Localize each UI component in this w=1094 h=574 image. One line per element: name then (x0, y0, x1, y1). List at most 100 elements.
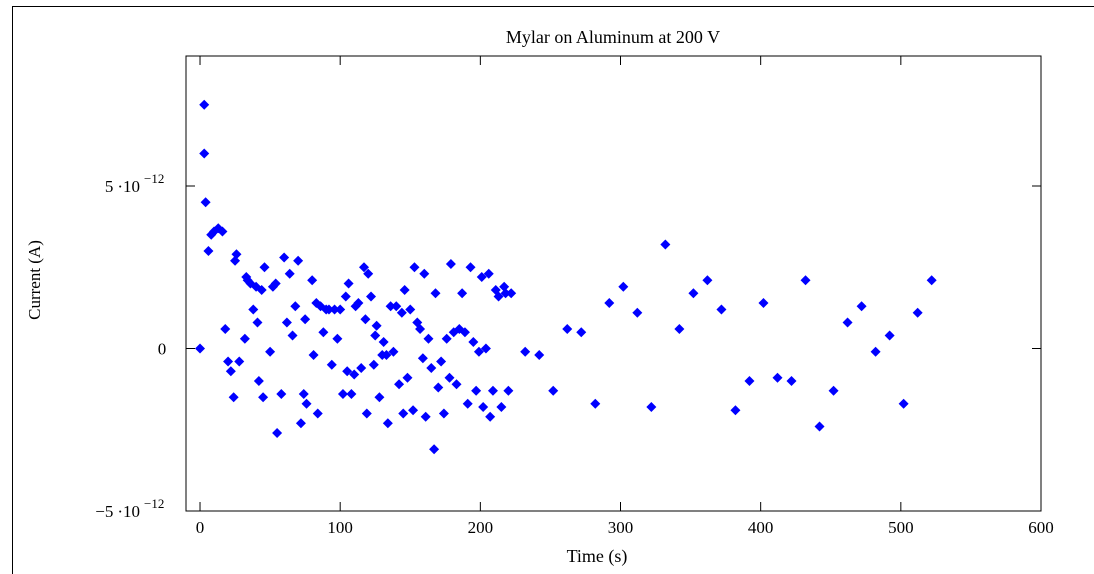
data-point (433, 382, 444, 393)
data-point (312, 408, 323, 419)
data-point (199, 148, 210, 159)
data-point (300, 314, 311, 325)
data-point (632, 307, 643, 318)
data-point (396, 307, 407, 318)
y-axis-label: Current (A) (25, 240, 44, 320)
data-point (329, 304, 340, 315)
data-point (465, 262, 476, 273)
x-tick-labels: 0 100 200 300 400 500 600 (196, 518, 1054, 537)
data-point (534, 350, 545, 360)
data-point (360, 314, 371, 325)
data-point (476, 272, 487, 282)
data-point (276, 389, 287, 399)
data-point (445, 259, 456, 269)
data-point (548, 385, 559, 396)
data-point (441, 333, 452, 344)
data-point (256, 285, 267, 295)
x-tick-label: 300 (608, 518, 634, 537)
x-tick-label: 500 (888, 518, 914, 537)
data-point (340, 291, 351, 302)
data-point (298, 389, 309, 399)
data-point (884, 330, 895, 341)
data-point (828, 385, 839, 396)
data-point (203, 246, 214, 256)
data-point (284, 268, 295, 279)
data-point (500, 288, 511, 299)
data-point (279, 252, 290, 263)
data-point (814, 421, 825, 432)
x-tick-label: 400 (748, 518, 774, 537)
y-tick-labels: 5·10 −120−5·10 −12 (95, 171, 166, 521)
data-point (332, 333, 343, 344)
data-point (342, 366, 353, 377)
y-tick-base: 10 (123, 177, 140, 196)
data-point (270, 278, 281, 289)
data-point (562, 324, 573, 334)
data-point (326, 359, 337, 370)
chart-title: Mylar on Aluminum at 200 V (506, 27, 720, 47)
y-tick-label: −5·10 (95, 502, 140, 521)
data-point (378, 337, 389, 347)
data-point (223, 356, 234, 367)
data-point (391, 301, 402, 312)
data-point (487, 385, 498, 396)
data-point (231, 249, 242, 260)
data-point (493, 291, 504, 302)
data-point (402, 372, 413, 383)
data-point (399, 285, 410, 295)
data-point (520, 346, 531, 357)
data-point (293, 255, 304, 266)
data-point (405, 304, 416, 315)
data-point (281, 317, 292, 328)
x-tick-label: 0 (196, 518, 205, 537)
data-point (618, 281, 629, 292)
data-point (716, 304, 727, 315)
data-point (457, 288, 468, 299)
data-point (674, 324, 685, 334)
data-point (239, 333, 250, 344)
data-point (361, 408, 372, 419)
data-point (429, 444, 440, 455)
data-point (438, 408, 449, 419)
data-point (353, 298, 364, 308)
data-point (388, 346, 399, 357)
data-point (195, 343, 206, 354)
data-point (337, 389, 348, 399)
data-point (323, 304, 334, 315)
data-point (426, 363, 437, 373)
data-point (800, 275, 811, 286)
x-axis-label: Time (s) (567, 546, 628, 567)
data-point (646, 402, 657, 412)
data-point (423, 333, 434, 344)
x-tick-label: 200 (468, 518, 494, 537)
data-point (253, 376, 264, 386)
data-point (459, 327, 470, 338)
x-tick-label: 100 (327, 518, 353, 537)
data-point (786, 376, 797, 386)
data-point (415, 324, 426, 334)
data-point (926, 275, 937, 286)
data-point (856, 301, 867, 312)
y-tick-base: 10 (123, 502, 140, 521)
data-point (265, 346, 276, 357)
data-point (702, 275, 713, 286)
data-point (471, 385, 482, 396)
data-point (468, 337, 479, 347)
data-point (462, 398, 473, 409)
data-point (480, 343, 491, 354)
data-point (409, 262, 420, 273)
data-point (478, 402, 489, 412)
data-point (234, 356, 245, 367)
data-point (220, 324, 231, 334)
y-tick-dot: · (117, 502, 123, 521)
data-point (473, 346, 484, 357)
data-point (259, 262, 270, 273)
data-point (381, 350, 392, 360)
data-point (343, 278, 354, 289)
data-point (199, 99, 210, 110)
data-point (252, 317, 263, 328)
data-point (349, 369, 360, 380)
data-point (287, 330, 298, 341)
data-point (318, 327, 329, 338)
data-point (346, 389, 357, 399)
